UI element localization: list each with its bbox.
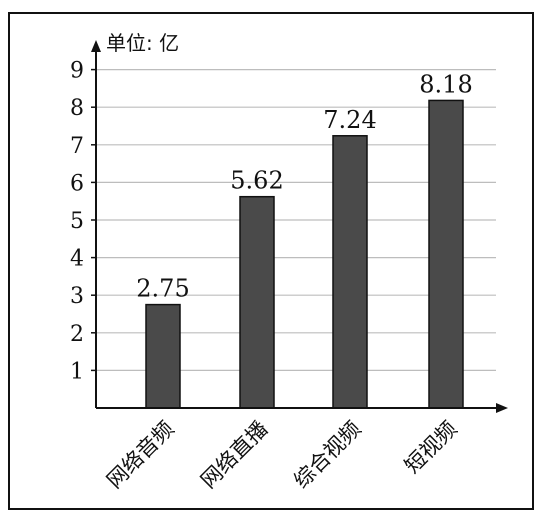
value-labels: 2.75 5.62 7.24 8.18 [136, 70, 472, 302]
value-label: 7.24 [323, 106, 376, 134]
bar [239, 195, 275, 409]
y-tick-label: 4 [70, 247, 84, 272]
category-labels: 网络音频 网络直播 综合视频 短视频 [102, 417, 461, 493]
y-tick-labels: 1 2 3 4 5 6 7 8 9 [70, 59, 84, 385]
category-label: 综合视频 [289, 417, 365, 493]
y-tick-label: 6 [70, 171, 84, 196]
category-label: 网络音频 [102, 417, 178, 493]
value-label: 2.75 [136, 275, 189, 303]
y-tick-label: 7 [70, 134, 84, 159]
bar [428, 99, 464, 409]
value-label: 5.62 [230, 167, 283, 195]
bar [332, 135, 368, 409]
y-tick-label: 8 [70, 96, 84, 121]
unit-label: 单位: 亿 [106, 31, 179, 55]
bar [145, 303, 181, 409]
x-axis-arrow [496, 403, 508, 413]
category-label: 网络直播 [196, 417, 272, 493]
y-tick-label: 9 [70, 59, 84, 84]
value-label: 8.18 [419, 70, 472, 98]
category-label: 短视频 [400, 417, 462, 479]
y-tick-label: 1 [70, 359, 84, 384]
bars [145, 99, 464, 409]
y-tick-label: 3 [70, 284, 84, 309]
y-tick-label: 5 [70, 209, 84, 234]
y-tick-label: 2 [70, 322, 84, 347]
y-axis-arrow [91, 40, 101, 52]
